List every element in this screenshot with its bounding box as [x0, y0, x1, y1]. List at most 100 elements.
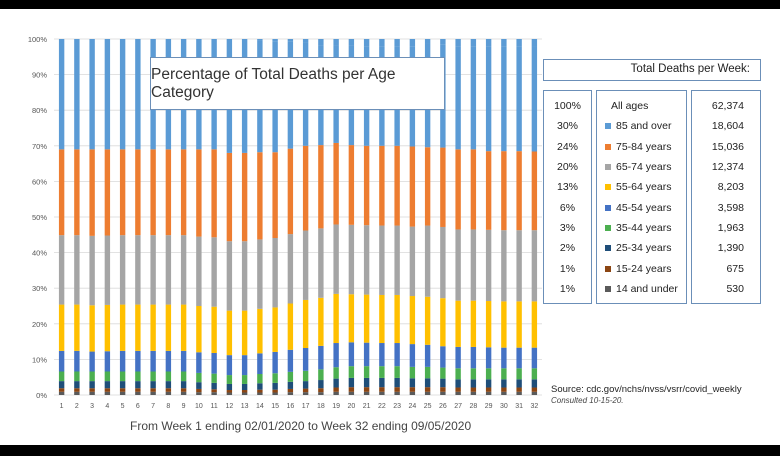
bar-segment — [318, 39, 324, 46]
bar-segment — [196, 149, 202, 237]
bar-segment — [272, 389, 278, 393]
bar-segment — [424, 344, 431, 367]
bar-segment — [302, 392, 309, 395]
bar-segment — [394, 225, 400, 295]
y-tick-label: 40% — [32, 249, 47, 258]
percent-value: 2% — [559, 242, 576, 255]
bar-segment — [379, 39, 385, 47]
bar-segment — [470, 368, 477, 380]
bar-segment — [470, 46, 477, 150]
bar-segment — [135, 235, 141, 305]
bar-segment — [150, 388, 156, 392]
bar-segment — [135, 304, 141, 351]
bar-segment — [58, 381, 65, 389]
bar-segment — [104, 149, 111, 236]
bar-segment — [455, 387, 461, 392]
bar-segment — [74, 304, 80, 351]
bar-segment — [257, 39, 263, 41]
bar-segment — [333, 378, 339, 388]
bar-segment — [501, 39, 507, 47]
bar-segment — [211, 389, 217, 393]
bar-segment — [257, 383, 263, 390]
bar-segment — [226, 241, 233, 311]
bar-segment — [226, 355, 233, 376]
bar-segment — [424, 378, 431, 388]
bar-segment — [272, 39, 278, 42]
bar-segment — [165, 350, 172, 372]
bar-segment — [348, 387, 355, 392]
x-tick-label: 12 — [225, 403, 233, 410]
x-tick-label: 9 — [182, 403, 186, 410]
bar-segment — [485, 379, 492, 388]
legend-item: 45-54 years — [597, 197, 686, 217]
bar-segment — [302, 388, 309, 393]
bar-segment — [470, 300, 477, 347]
bar-segment — [165, 304, 172, 351]
deaths-value: 62,374 — [711, 100, 744, 113]
bar-segment — [287, 148, 294, 235]
bar-segment — [501, 347, 507, 369]
bar-segment — [424, 39, 431, 44]
bar-segment — [241, 355, 248, 376]
legend-swatch — [605, 265, 611, 272]
bar-segment — [531, 151, 538, 231]
bar-segment — [104, 391, 111, 395]
bar-segment — [516, 46, 522, 152]
bar-segment — [333, 224, 339, 294]
bar-segment — [150, 391, 156, 395]
bar-segment — [424, 391, 431, 395]
bar-segment — [257, 308, 263, 354]
bar-segment — [119, 39, 126, 150]
legend-swatch — [605, 143, 611, 150]
bar-segment — [501, 230, 507, 302]
chart-title: Percentage of Total Deaths per Age Categ… — [150, 57, 445, 110]
bar-segment — [531, 301, 538, 348]
bar-segment — [501, 391, 507, 395]
bar-segment — [348, 145, 355, 225]
bar-segment — [302, 230, 309, 300]
x-tick-label: 27 — [454, 403, 462, 410]
bar-segment — [287, 371, 294, 382]
deaths-value: 3,598 — [717, 201, 744, 214]
bar-segment — [74, 235, 80, 305]
bar-segment — [363, 387, 370, 392]
bar-segment — [180, 388, 187, 392]
x-tick-label: 14 — [256, 403, 264, 410]
bar-segment — [455, 300, 461, 347]
bar-segment — [226, 152, 233, 242]
bar-segment — [257, 373, 263, 384]
bar-segment — [516, 379, 522, 388]
legend-item: 15-24 years — [597, 258, 686, 278]
bar-segment — [379, 225, 385, 295]
bar-segment — [135, 350, 141, 372]
x-tick-label: 15 — [271, 403, 279, 410]
legend-label: 65-74 years — [616, 161, 672, 174]
consulted-date: Consulted 10-15-20. — [551, 396, 624, 405]
bar-segment — [104, 381, 111, 389]
x-tick-label: 18 — [317, 403, 325, 410]
percent-value: 6% — [559, 201, 576, 214]
x-tick-label: 17 — [302, 403, 310, 410]
bar-segment — [333, 387, 339, 392]
bar-segment — [241, 383, 248, 391]
bar-segment — [287, 381, 294, 389]
percent-column: 100% 30% 24% 20% 13% 6% 3% 2% 1% 1% — [543, 90, 592, 304]
x-tick-label: 2 — [75, 403, 79, 410]
x-tick-label: 28 — [469, 403, 477, 410]
bar-segment — [135, 149, 141, 236]
bar-segment — [424, 387, 431, 392]
bar-segment — [363, 391, 370, 395]
bar-segment — [440, 147, 446, 227]
bar-segment — [302, 299, 309, 349]
y-tick-label: 10% — [32, 355, 47, 364]
x-tick-label: 8 — [166, 403, 170, 410]
bar-segment — [318, 297, 324, 346]
bar-segment — [89, 371, 95, 382]
bar-segment — [135, 391, 141, 395]
bar-segment — [150, 350, 156, 372]
bar-segment — [74, 39, 80, 150]
percent-value: 100% — [554, 100, 581, 113]
bar-segment — [409, 146, 416, 227]
bar-segment — [470, 346, 477, 369]
bar-segment — [165, 371, 172, 382]
